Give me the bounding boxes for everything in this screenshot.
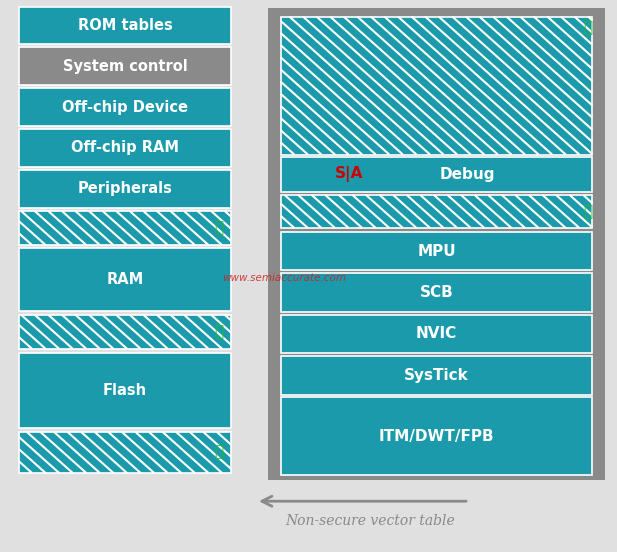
Bar — [19, 170, 231, 208]
Text: ROM tables: ROM tables — [78, 18, 172, 33]
Bar — [19, 129, 231, 167]
Text: 🔒: 🔒 — [583, 20, 592, 35]
Bar — [19, 353, 231, 428]
Bar — [19, 432, 231, 473]
Bar — [19, 315, 231, 349]
Bar — [281, 17, 592, 155]
Bar — [19, 248, 231, 311]
Bar — [281, 397, 592, 475]
Bar — [19, 211, 231, 245]
Text: System control: System control — [62, 59, 188, 74]
Bar — [281, 232, 592, 270]
Bar — [281, 157, 592, 192]
Text: S|A: S|A — [335, 167, 363, 182]
Bar — [19, 47, 231, 85]
Bar — [281, 315, 592, 353]
Text: Off-chip Device: Off-chip Device — [62, 99, 188, 115]
Text: 🔒: 🔒 — [215, 324, 223, 339]
Text: 🔒: 🔒 — [215, 444, 223, 460]
Text: MPU: MPU — [417, 243, 456, 259]
Text: RAM: RAM — [106, 272, 144, 288]
Text: Off-chip RAM: Off-chip RAM — [71, 140, 179, 156]
Bar — [281, 195, 592, 228]
Text: 🔒: 🔒 — [215, 220, 223, 236]
Bar — [19, 7, 231, 44]
Bar — [268, 8, 605, 480]
Text: Peripherals: Peripherals — [78, 181, 172, 197]
Text: ITM/DWT/FPB: ITM/DWT/FPB — [379, 428, 494, 444]
Bar — [281, 356, 592, 395]
Text: NVIC: NVIC — [416, 326, 457, 342]
Text: www.semiaccurate.com: www.semiaccurate.com — [222, 273, 346, 283]
Text: Debug: Debug — [440, 167, 495, 182]
Text: Flash: Flash — [103, 383, 147, 398]
Bar — [19, 88, 231, 126]
Text: SysTick: SysTick — [404, 368, 469, 383]
Text: 🔒: 🔒 — [583, 204, 592, 219]
Text: Non-secure vector table: Non-secure vector table — [285, 514, 455, 528]
Bar — [281, 273, 592, 312]
Text: SCB: SCB — [420, 285, 453, 300]
